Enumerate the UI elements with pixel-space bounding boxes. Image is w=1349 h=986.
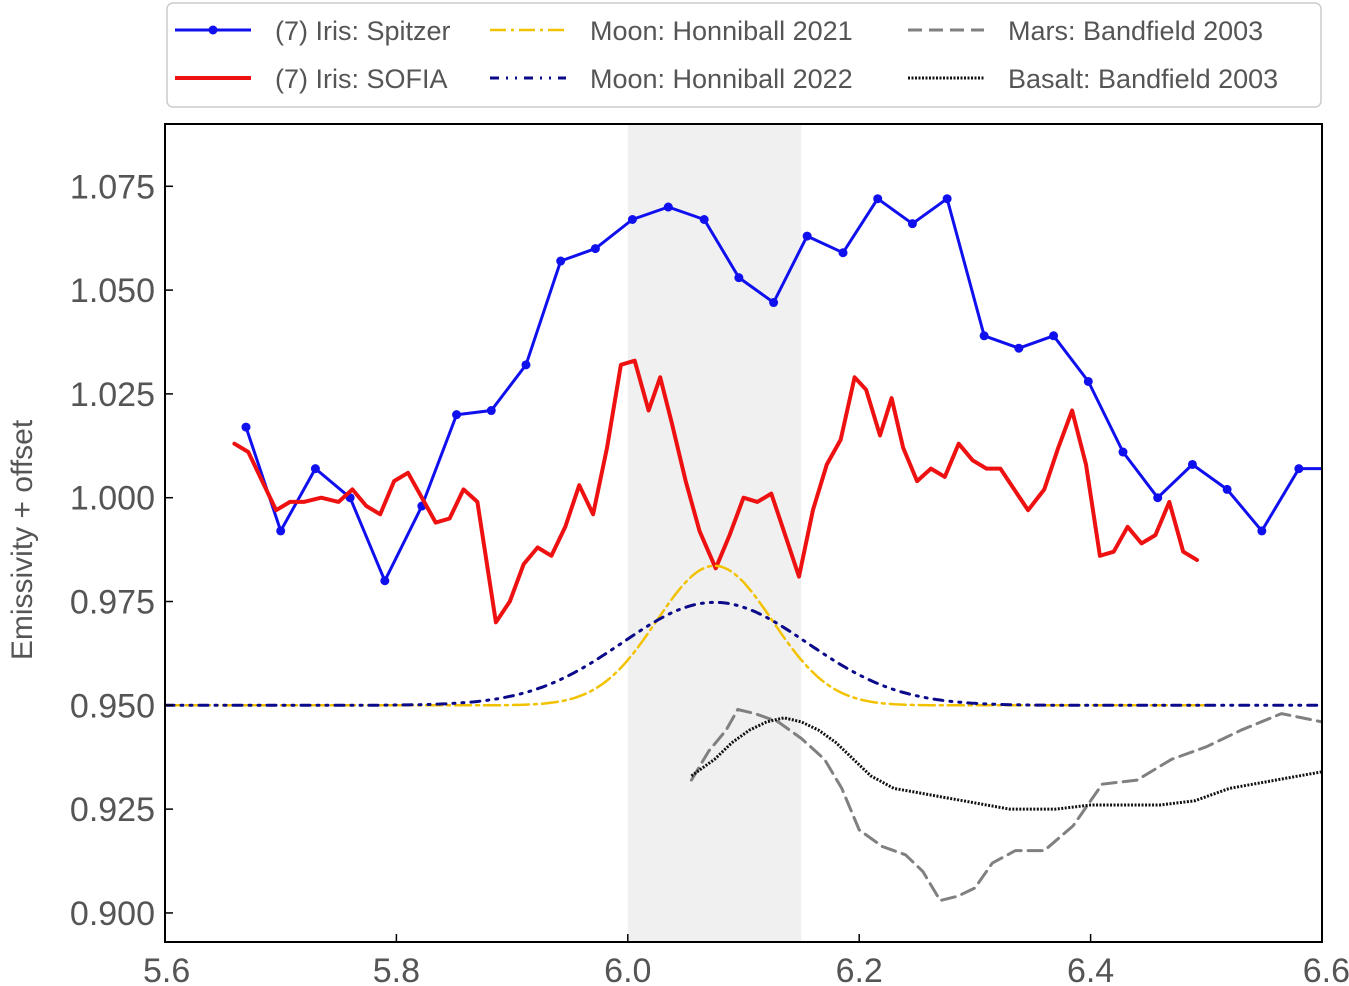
data-point-7-iris-spitzer <box>627 215 637 225</box>
series-line-moon-honniball-2022 <box>165 600 1322 707</box>
data-point-7-iris-spitzer <box>241 422 251 432</box>
y-tick-label: 1.000 <box>70 480 155 518</box>
y-tick-label: 0.925 <box>70 791 155 829</box>
axes: 5.6 5.8 6.0 6.2 6.4 6.6 0.900 0.925 0.950 0.975 1.… <box>70 123 1349 986</box>
series-line-7-iris-spitzer <box>244 197 1322 583</box>
y-tick-label: 0.975 <box>70 584 155 622</box>
series-group <box>165 194 1322 902</box>
data-point-7-iris-spitzer <box>838 248 848 258</box>
legend-box <box>166 2 1322 108</box>
legend-label-moon-honniball-2022: Moon: Honniball 2022 <box>590 64 853 94</box>
data-point-7-iris-spitzer <box>590 244 600 254</box>
data-point-7-iris-spitzer <box>380 576 390 586</box>
data-point-7-iris-spitzer <box>769 298 779 308</box>
y-axis-label: Emissivity + offset <box>6 419 39 660</box>
x-tick-label: 6.6 <box>1303 952 1349 986</box>
data-point-7-iris-spitzer <box>1187 459 1197 469</box>
data-point-7-iris-spitzer <box>1294 464 1304 474</box>
legend: (7) Iris: Spitzer (7) Iris: SOFIA Moon: Ho… <box>166 2 1322 108</box>
y-tick-label: 1.075 <box>70 168 155 206</box>
data-point-7-iris-spitzer <box>734 273 744 283</box>
series-line-7-iris-sofia <box>232 358 1199 625</box>
x-tick-label: 6.2 <box>836 952 883 986</box>
data-point-7-iris-spitzer <box>802 231 812 241</box>
data-point-7-iris-spitzer <box>521 360 531 370</box>
legend-label-7-iris-spitzer: (7) Iris: Spitzer <box>275 16 451 46</box>
data-point-7-iris-spitzer <box>699 215 709 225</box>
data-point-7-iris-spitzer <box>979 331 989 341</box>
y-tick-label: 0.900 <box>70 895 155 933</box>
x-tick-label: 5.8 <box>373 952 420 986</box>
shaded-region <box>627 124 802 942</box>
plot-frame <box>164 123 1323 943</box>
x-tick-label: 6.0 <box>604 952 651 986</box>
data-point-7-iris-spitzer <box>1083 376 1093 386</box>
x-tick-label: 6.4 <box>1067 952 1114 986</box>
data-point-7-iris-spitzer <box>452 410 462 420</box>
series-line-basalt-bandfield-2003 <box>690 716 1322 811</box>
y-tick-label: 1.025 <box>70 376 155 414</box>
data-point-7-iris-spitzer <box>276 526 286 536</box>
y-tick-label: 0.950 <box>70 687 155 725</box>
data-point-7-iris-spitzer <box>1222 484 1232 494</box>
series-line-mars-bandfield-2003 <box>689 708 1322 902</box>
legend-marker-7-iris-spitzer <box>208 25 218 35</box>
legend-label-moon-honniball-2021: Moon: Honniball 2021 <box>590 16 853 46</box>
data-point-7-iris-spitzer <box>1014 343 1024 353</box>
data-point-7-iris-spitzer <box>663 202 673 212</box>
data-point-7-iris-spitzer <box>942 194 952 204</box>
data-point-7-iris-spitzer <box>556 256 566 266</box>
x-tick-label: 5.6 <box>143 952 190 986</box>
legend-label-mars-bandfield-2003: Mars: Bandfield 2003 <box>1008 16 1263 46</box>
data-point-7-iris-spitzer <box>873 194 883 204</box>
data-point-7-iris-spitzer <box>486 406 496 416</box>
data-point-7-iris-spitzer <box>907 219 917 229</box>
data-point-7-iris-spitzer <box>1153 493 1163 503</box>
y-tick-label: 1.050 <box>70 272 155 310</box>
legend-label-basalt-bandfield-2003: Basalt: Bandfield 2003 <box>1008 64 1278 94</box>
data-point-7-iris-spitzer <box>1257 526 1267 536</box>
data-point-7-iris-spitzer <box>310 464 320 474</box>
data-point-7-iris-spitzer <box>1118 447 1128 457</box>
plot-area <box>165 124 1322 942</box>
data-point-7-iris-spitzer <box>1049 331 1059 341</box>
legend-label-7-iris-sofia: (7) Iris: SOFIA <box>275 64 448 94</box>
